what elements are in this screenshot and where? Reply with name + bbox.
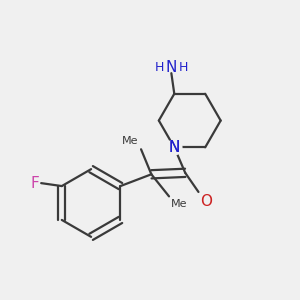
Text: F: F — [30, 176, 39, 190]
Text: Me: Me — [122, 136, 139, 146]
Text: N: N — [166, 60, 177, 75]
Text: N: N — [169, 140, 180, 155]
Text: Me: Me — [170, 199, 187, 209]
Text: O: O — [200, 194, 212, 209]
Text: N: N — [169, 140, 180, 155]
Circle shape — [167, 140, 182, 155]
Circle shape — [167, 140, 182, 155]
Text: H: H — [179, 61, 188, 74]
Text: H: H — [154, 61, 164, 74]
